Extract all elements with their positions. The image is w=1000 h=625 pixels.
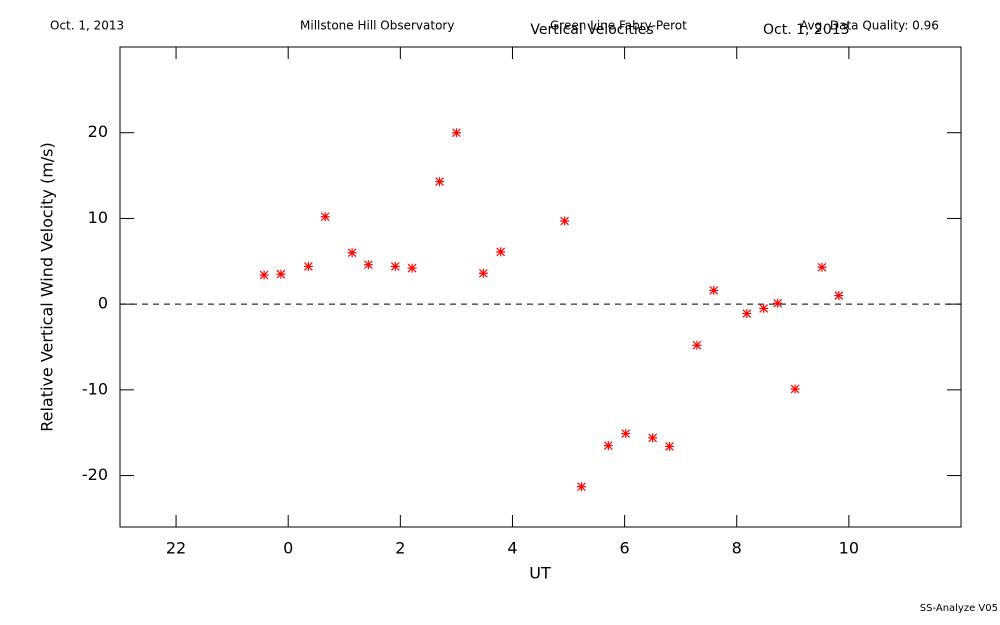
y-axis-label: Relative Vertical Wind Velocity (m/s)	[38, 142, 57, 432]
footer: SS-Analyze V05	[920, 603, 998, 614]
x-tick-label: 4	[507, 539, 517, 558]
data-point	[347, 248, 357, 258]
data-point	[451, 128, 461, 138]
data-point	[603, 441, 613, 451]
data-point	[834, 291, 844, 301]
observatory: Millstone Hill Observatory	[300, 19, 454, 33]
data-point	[478, 268, 488, 278]
data-point	[773, 298, 783, 308]
x-tick-label: 8	[732, 539, 742, 558]
x-tick-label: 6	[620, 539, 630, 558]
data-point	[276, 269, 286, 279]
data-point	[759, 303, 769, 313]
data-point	[790, 384, 800, 394]
data-point	[664, 441, 674, 451]
chart-title: Vertical Velocities	[530, 22, 653, 38]
x-tick-label: 10	[839, 539, 859, 558]
quality: Avg. Data Quality: 0.96	[800, 19, 939, 33]
data-point	[576, 482, 586, 492]
data-point	[390, 261, 400, 271]
x-axis-label: UT	[529, 564, 551, 583]
y-tick-label: 10	[88, 208, 108, 227]
y-tick-label: 0	[98, 294, 108, 313]
x-tick-label: 2	[395, 539, 405, 558]
data-point	[363, 260, 373, 270]
data-point	[648, 433, 658, 443]
data-point	[560, 216, 570, 226]
data-point	[435, 177, 445, 187]
data-point	[259, 270, 269, 280]
data-point	[303, 261, 313, 271]
data-point	[817, 262, 827, 272]
y-tick-label: -10	[82, 379, 108, 398]
data-point	[742, 309, 752, 319]
data-point	[320, 212, 330, 222]
x-tick-label: 0	[283, 539, 293, 558]
y-tick-label: 20	[88, 122, 108, 141]
instrument: Green Line Fabry-Perot	[550, 19, 687, 33]
y-tick-label: -20	[82, 465, 108, 484]
plot-frame	[119, 46, 962, 528]
title-date: Oct. 1, 2013	[763, 22, 850, 38]
data-point	[709, 285, 719, 295]
data-point	[407, 263, 417, 273]
data-point	[692, 340, 702, 350]
data-point	[621, 429, 631, 439]
date: Oct. 1, 2013	[50, 19, 124, 33]
x-tick-label: 22	[166, 539, 186, 558]
data-point	[496, 247, 506, 257]
